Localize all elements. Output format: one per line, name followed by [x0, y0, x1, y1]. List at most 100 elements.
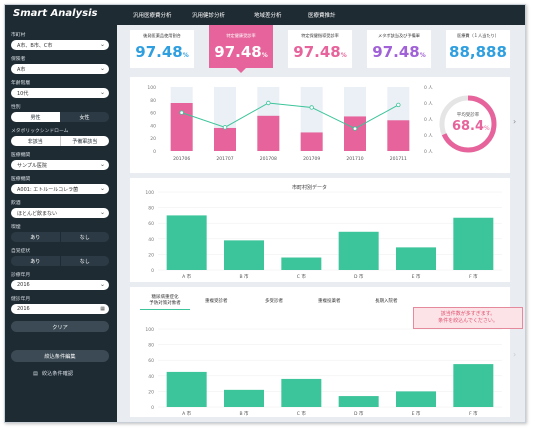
alert-message: 該当件数が多すぎます。 条件を絞込んでください。	[413, 307, 523, 329]
age-value: 10代	[17, 91, 29, 97]
insurer-value: A市	[17, 67, 26, 73]
metabolic-option-none[interactable]: 非該当	[11, 136, 60, 146]
sex-option-male[interactable]: 男性	[11, 112, 60, 122]
x-tick-label: F 市	[469, 273, 478, 280]
kpi-value: 88,888	[449, 43, 507, 61]
checkup-month-value: 2016	[17, 306, 30, 312]
x-tick-label: D 市	[354, 410, 364, 417]
y-tick-label: 0	[151, 405, 154, 411]
age-select[interactable]: 10代 ⌄	[11, 88, 109, 98]
alert-line-1: 該当件数が多すぎます。	[440, 311, 496, 317]
chevron-right-icon[interactable]: ›	[513, 350, 517, 359]
y-tick-label: 0	[151, 268, 154, 274]
smoking-toggle: あり なし	[11, 232, 109, 242]
kpi-value: 97.48%	[293, 43, 347, 61]
trend-chart-panel: 100 80 60 40 20 0 0 人 0 人 0 人 0 人 0 人 201706 201707 2…	[130, 77, 510, 173]
bar	[166, 215, 207, 270]
disease-value: A001: エトルールコレラ菌	[17, 187, 79, 193]
nav-item-checkup[interactable]: 汎用健診分析	[192, 13, 226, 19]
bar	[224, 240, 264, 270]
alert-line-2: 条件を絞込んでください。	[438, 318, 498, 324]
y-tick-label: 60	[148, 358, 154, 364]
app-window: Smart Analysis 汎用医療費分析 汎用健診分析 地域差分析 医療費推…	[4, 4, 526, 423]
filter-label-treatment-month: 診療年月	[11, 273, 31, 278]
institution-select[interactable]: サンプル医院 ⌄	[11, 160, 109, 170]
filter-label-city: 市町村	[11, 33, 26, 38]
filter-label-smoking: 喫煙	[11, 225, 21, 230]
city-select[interactable]: A市、B市、C市 ⌄	[11, 40, 109, 50]
y-tick-label: 80	[148, 343, 154, 349]
chevron-down-icon: ⌄	[99, 209, 105, 216]
x-tick-label: C 市	[297, 273, 307, 280]
tab-diabetes[interactable]: 糖尿病重症化 予防対策対象者	[140, 295, 190, 310]
metabolic-toggle: 非該当 予備軍該当	[11, 136, 109, 146]
drinking-select[interactable]: ほとんど飲まない ⌄	[11, 208, 109, 218]
symptoms-option-no[interactable]: なし	[59, 256, 109, 266]
smoking-option-no[interactable]: なし	[59, 232, 109, 242]
tab-label: 糖尿病重症化 予防対策対象者	[149, 295, 181, 306]
y-tick-label: 60	[148, 221, 154, 227]
kpi-card-guidance-rate[interactable]: 特定保健指導受診率 97.48%	[288, 30, 352, 68]
confirm-filters-link[interactable]: ▤ 絞込条件確認	[33, 370, 73, 377]
edit-filters-button[interactable]: 絞込条件編集	[11, 350, 109, 362]
x-tick-label: F 市	[469, 410, 478, 417]
bar	[338, 396, 379, 407]
nav-item-estimate[interactable]: 医療費推計	[308, 13, 336, 19]
city-chart-title: 市町村別データ	[292, 185, 328, 191]
y-tick-label: 60	[150, 111, 156, 117]
y-tick-label: 40	[148, 374, 154, 380]
bar	[453, 364, 494, 407]
clear-button[interactable]: クリア	[11, 321, 109, 332]
y2-tick-label: 0 人	[424, 85, 433, 91]
y-tick-label: 20	[148, 389, 154, 395]
bar	[338, 231, 379, 270]
kpi-card-checkup-rate[interactable]: 特定健康受診率 97.48%	[209, 25, 273, 73]
tab-frequent-visits[interactable]: 多受診者	[265, 299, 283, 304]
bar	[257, 115, 280, 151]
bar	[224, 389, 264, 407]
bar	[453, 217, 494, 270]
kpi-card-generic-drug[interactable]: 後発医薬品使用割合 97.48%	[130, 30, 194, 68]
y2-tick-label: 0 人	[424, 117, 433, 123]
y-tick-label: 80	[148, 206, 154, 212]
tab-duplicate-meds[interactable]: 重複投薬者	[318, 299, 341, 304]
trend-line	[181, 102, 399, 130]
chevron-down-icon: ⌄	[99, 41, 105, 48]
institution-value: サンプル医院	[17, 163, 47, 169]
nav-item-regional[interactable]: 地域差分析	[254, 13, 282, 19]
chevron-right-icon[interactable]: ›	[513, 117, 517, 126]
tab-long-hospital[interactable]: 長期入院者	[375, 299, 398, 304]
trend-chart: 100 80 60 40 20 0 0 人 0 人 0 人 0 人 0 人 201706 201707 2…	[147, 85, 497, 162]
disease-select[interactable]: A001: エトルールコレラ菌 ⌄	[11, 184, 109, 194]
target-chart-panel: 糖尿病重症化 予防対策対象者 重複受診者 多受診者 重複投薬者 長期入院者 該当…	[130, 287, 523, 417]
tab-duplicate-visits[interactable]: 重複受診者	[205, 299, 228, 304]
y-tick-label: 100	[145, 190, 154, 196]
x-tick-label: E 市	[412, 410, 421, 417]
treatment-month-select[interactable]: 2016 ⌄	[11, 280, 109, 290]
smoking-option-yes[interactable]: あり	[11, 232, 60, 242]
filter-label-drinking: 飲酒	[11, 201, 21, 206]
y2-tick-label: 0 人	[424, 101, 433, 107]
filter-label-institution-2: 医療機関	[11, 177, 31, 182]
filter-label-insurer: 保険者	[11, 57, 26, 62]
checkup-month-input[interactable]: 2016 ▦	[11, 304, 109, 314]
gauge-value: 68.4	[452, 119, 484, 134]
sex-option-female[interactable]: 女性	[60, 112, 109, 122]
bar	[281, 378, 322, 407]
x-tick-label: 201711	[390, 156, 407, 162]
y-tick-label: 40	[148, 237, 154, 243]
chevron-down-icon: ⌄	[99, 161, 105, 168]
nav-item-medical-cost[interactable]: 汎用医療費分析	[133, 13, 172, 19]
kpi-card-cost-per-person[interactable]: 医療費（１人当たり） 88,888	[446, 30, 510, 68]
metabolic-option-reserve[interactable]: 予備軍該当	[59, 136, 109, 146]
calendar-icon[interactable]: ▦	[100, 306, 105, 312]
kpi-card-metabolic[interactable]: メタボ該当及び予備軍 97.48%	[367, 30, 431, 68]
insurer-select[interactable]: A市 ⌄	[11, 64, 109, 74]
y-tick-label: 100	[145, 327, 154, 333]
kpi-title: 特定健康受診率	[226, 33, 256, 38]
y-tick-label: 20	[150, 136, 156, 142]
symptoms-option-yes[interactable]: あり	[11, 256, 60, 266]
filter-sidebar: 市町村 A市、B市、C市 ⌄ 保険者 A市 ⌄ 年齢階層 10代 ⌄ 性別 男性 女性…	[5, 25, 117, 422]
filter-label-checkup-month: 健診年月	[11, 297, 31, 302]
bar	[387, 120, 410, 151]
